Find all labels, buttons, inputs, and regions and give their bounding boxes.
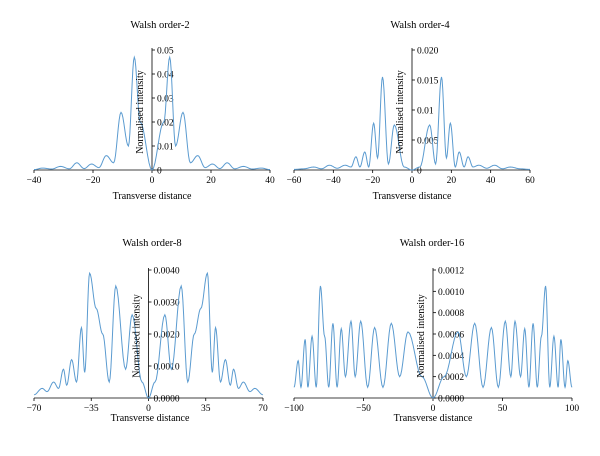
x-tick-label: 40 — [265, 176, 275, 186]
x-tick-label: 0 — [410, 176, 415, 186]
x-axis-label: Transverse distance — [373, 191, 452, 202]
x-tick-label: −35 — [84, 404, 99, 414]
y-tick-label: 0.005 — [417, 137, 439, 147]
x-tick-label: 0 — [431, 404, 436, 414]
y-tick-label: 0.0040 — [154, 267, 180, 277]
x-tick-label: 40 — [486, 176, 496, 186]
chart-title: Walsh order-2 — [130, 20, 189, 31]
x-tick-label: 50 — [498, 404, 508, 414]
y-tick-label: 0.0004 — [438, 352, 464, 362]
y-tick-label: 0 — [417, 167, 422, 177]
x-tick-label: −20 — [365, 176, 380, 186]
x-tick-label: 100 — [565, 404, 580, 414]
y-axis-label: Normalised intensity — [395, 70, 406, 154]
x-tick-label: 35 — [201, 404, 211, 414]
x-tick-label: −70 — [27, 404, 42, 414]
intensity-curve — [293, 285, 573, 399]
y-tick-label: 0.0010 — [438, 288, 464, 298]
chart-panel-2: Walsh order-4 −60 −40 −20 0 20 40 60 0 0.005 0.01 0… — [287, 20, 535, 202]
y-tick-label: 0.01 — [157, 143, 174, 153]
x-tick-label: 60 — [525, 176, 535, 186]
intensity-curve — [293, 76, 531, 171]
y-tick-label: 0.0000 — [438, 395, 464, 405]
y-tick-label: 0.0010 — [154, 363, 180, 373]
y-tick-label: 0.0006 — [438, 331, 464, 341]
chart-panel-3: Walsh order-8 −70 −35 0 35 70 0.0000 0.0010 0.00… — [27, 238, 268, 424]
y-tick-label: 0.03 — [157, 95, 174, 105]
x-tick-label: 20 — [206, 176, 216, 186]
x-tick-label: −60 — [287, 176, 302, 186]
x-tick-label: 20 — [447, 176, 457, 186]
y-tick-label: 0.01 — [417, 107, 434, 117]
x-tick-label: −40 — [27, 176, 42, 186]
chart-title: Walsh order-8 — [122, 238, 181, 249]
chart-title: Walsh order-4 — [390, 20, 450, 31]
y-tick-label: 0.0012 — [438, 267, 464, 277]
y-tick-label: 0.0000 — [154, 395, 180, 405]
chart-panel-1: Walsh order-2 −40 −20 0 20 40 0 0.01 0.02 0.03 0.0… — [27, 20, 275, 202]
x-axis-label: Transverse distance — [394, 413, 473, 424]
y-tick-label: 0.0030 — [154, 299, 180, 309]
y-axis-label: Normalised intensity — [135, 70, 146, 154]
x-axis-label: Transverse distance — [111, 413, 190, 424]
y-tick-label: 0.04 — [157, 71, 174, 81]
intensity-curve — [33, 55, 271, 171]
x-tick-label: −50 — [356, 404, 371, 414]
x-tick-label: 0 — [150, 176, 155, 186]
y-tick-label: 0.015 — [417, 77, 439, 87]
y-tick-label: 0.0020 — [154, 331, 180, 341]
y-tick-label: 0.020 — [417, 47, 439, 57]
y-axis-label: Normalised intensity — [132, 294, 143, 378]
x-tick-label: −100 — [284, 404, 304, 414]
chart-panel-4: Walsh order-16 −100 −50 0 50 100 0.0000 0.0002 0… — [284, 238, 579, 424]
intensity-curve — [33, 271, 264, 399]
x-tick-label: −20 — [86, 176, 101, 186]
y-axis-label: Normalised intensity — [416, 294, 427, 378]
x-tick-label: 70 — [258, 404, 268, 414]
chart-title: Walsh order-16 — [400, 238, 465, 249]
y-tick-label: 0.05 — [157, 47, 174, 57]
y-tick-label: 0.0002 — [438, 373, 464, 383]
y-tick-label: 0.0008 — [438, 309, 464, 319]
x-tick-label: −40 — [326, 176, 341, 186]
y-tick-label: 0 — [157, 167, 162, 177]
y-tick-label: 0.02 — [157, 119, 174, 129]
x-axis-label: Transverse distance — [113, 191, 192, 202]
x-tick-label: 0 — [146, 404, 151, 414]
